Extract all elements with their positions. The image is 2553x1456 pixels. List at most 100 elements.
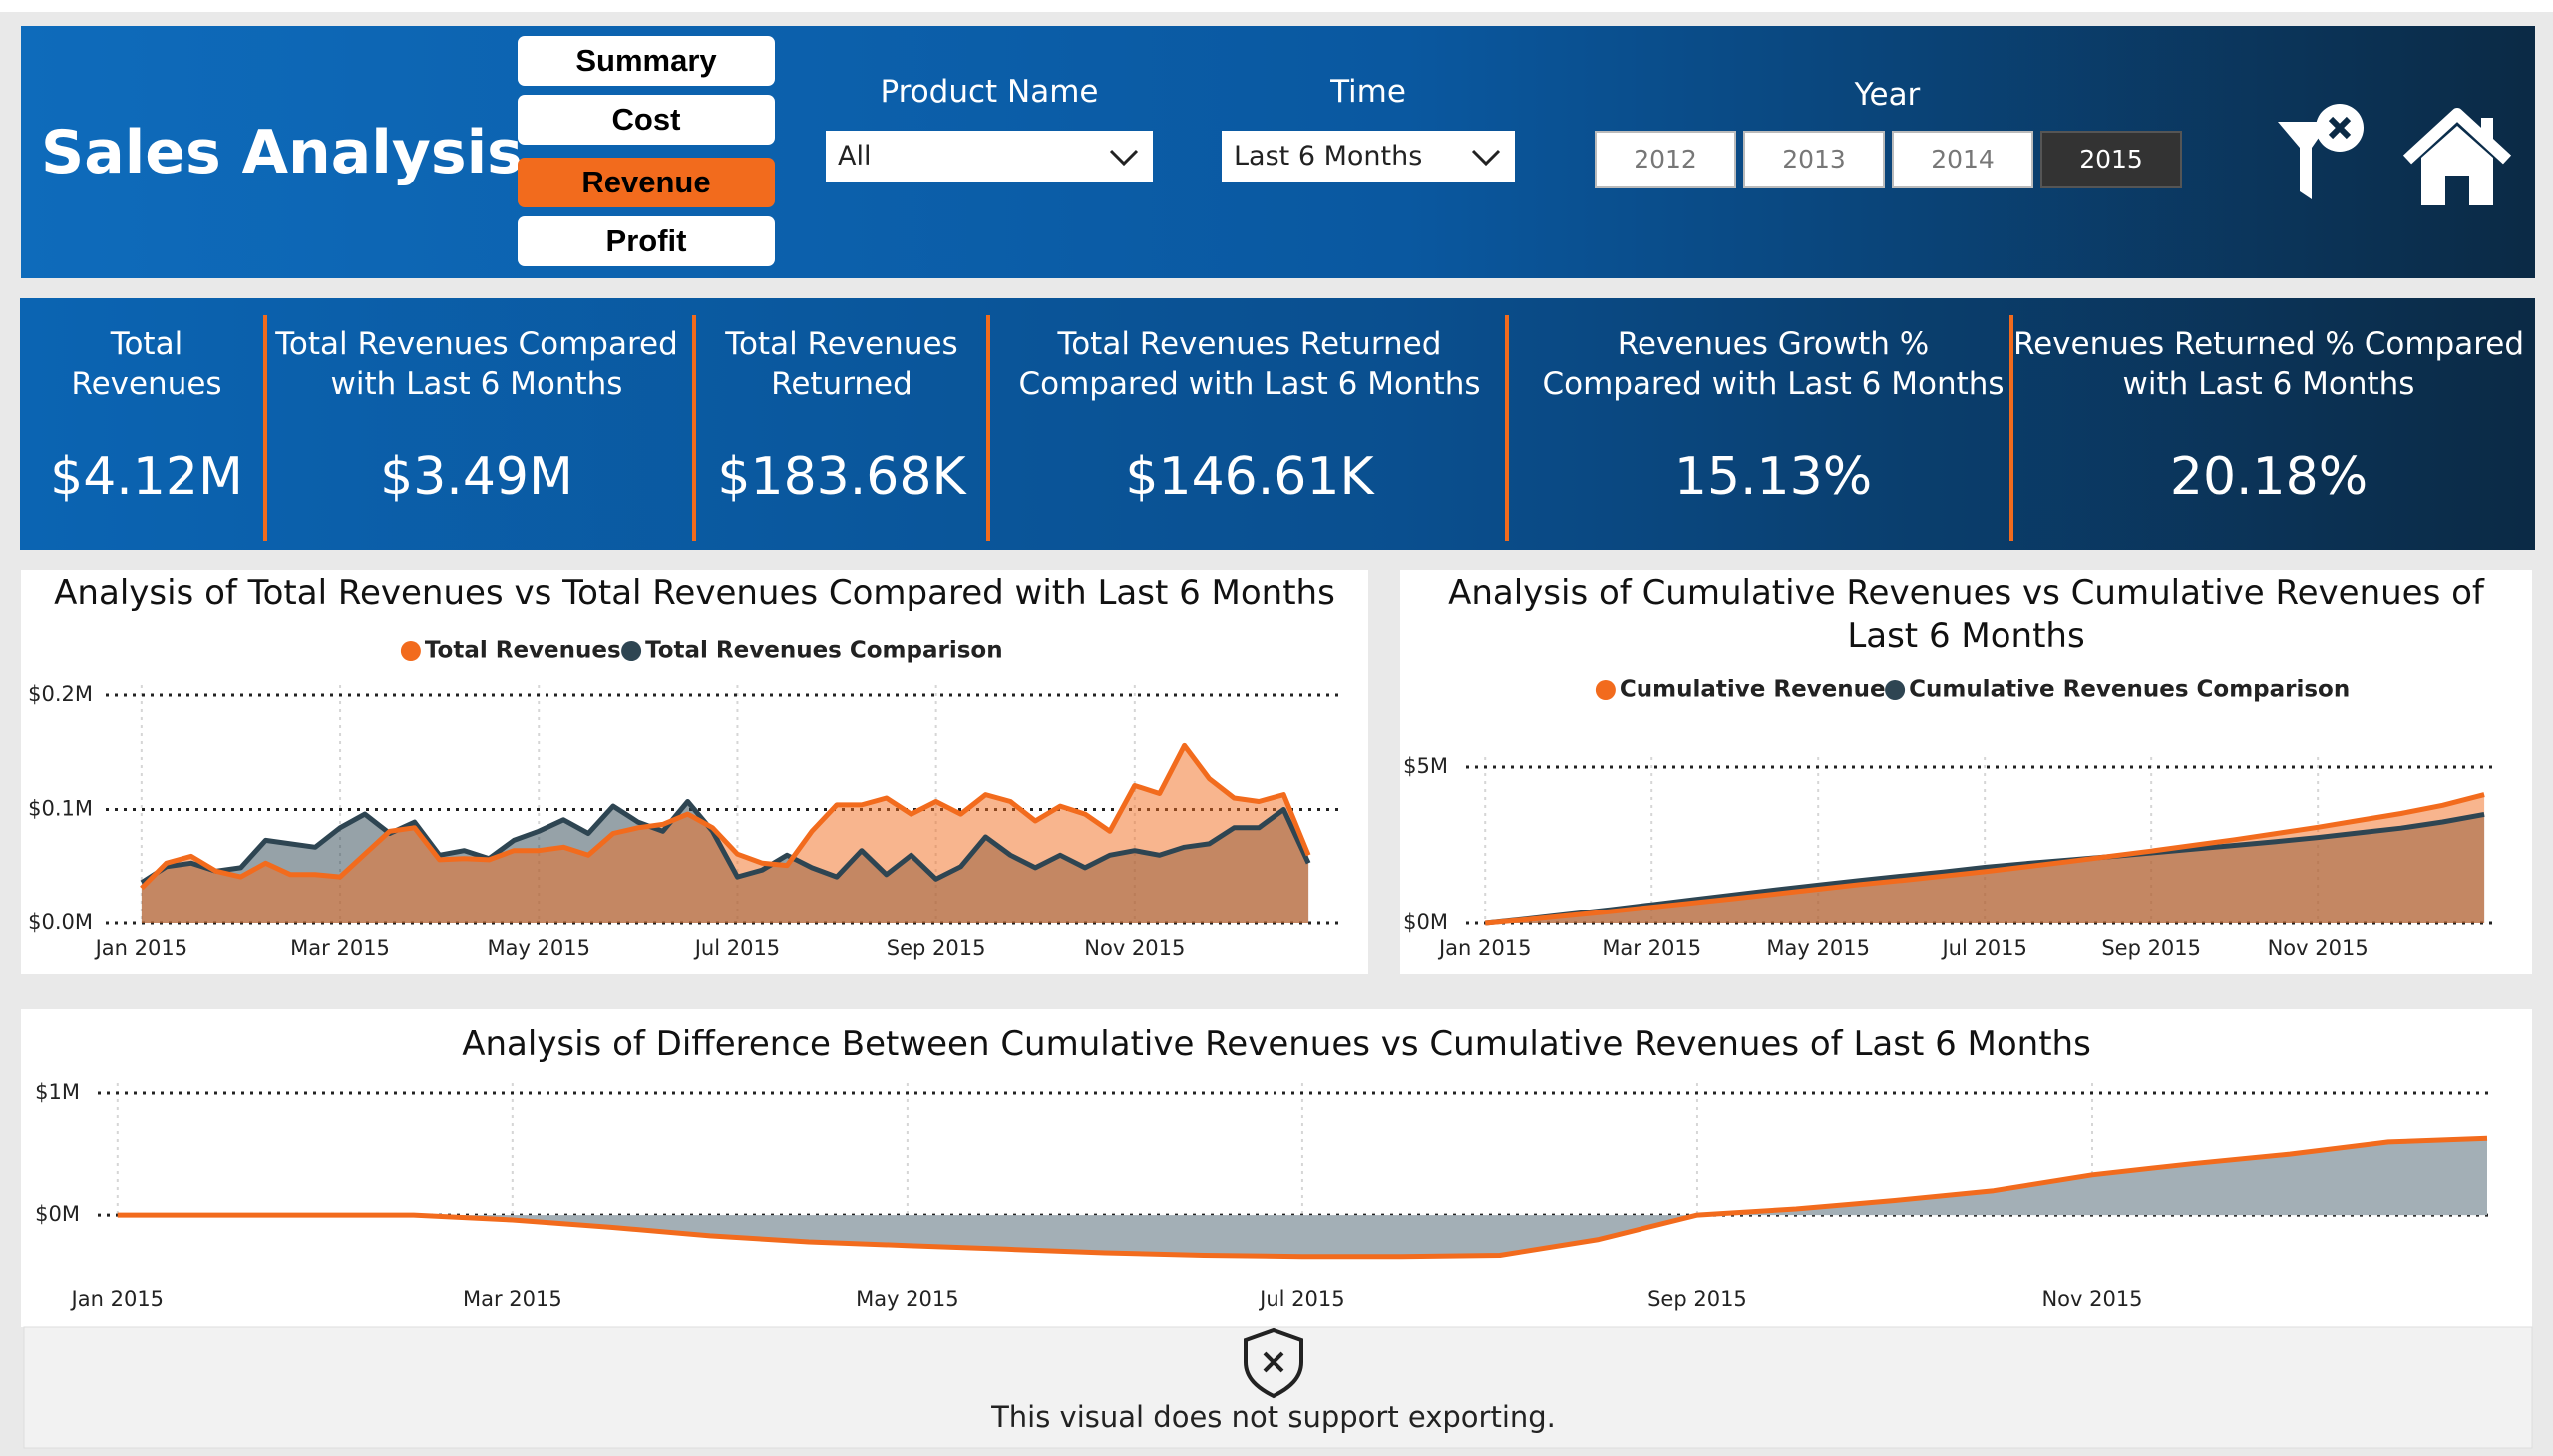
kpi-label-line: Total Revenues Compared (275, 326, 678, 362)
chart-title: Analysis of Total Revenues vs Total Reve… (54, 573, 1335, 613)
legend-marker (1885, 680, 1906, 700)
nav-button[interactable]: Profit (518, 216, 775, 266)
nav-button[interactable]: Revenue (518, 158, 775, 207)
kpi-separator (263, 315, 267, 541)
kpi-value: $146.61K (1125, 447, 1374, 507)
chevron (1109, 149, 1139, 167)
chart-title: Analysis of Cumulative Revenues vs Cumul… (1448, 573, 2484, 656)
x-tick-label: Nov 2015 (2041, 1287, 2142, 1311)
area-fill (141, 745, 1309, 923)
legend-label: Total Revenues Comparison (645, 638, 1003, 664)
y-tick-label: $0M (35, 1202, 80, 1226)
x-tick-label: Nov 2015 (2268, 936, 2369, 960)
top-strip (0, 0, 2553, 12)
series-line (117, 1135, 2488, 1260)
kpi-label-line: Revenues Returned % Compared (2012, 326, 2525, 362)
chart-title: Analysis of Difference Between Cumulativ… (462, 1024, 2091, 1064)
x-tick-label: May 2015 (1766, 936, 1870, 960)
filter-label: Time (1330, 74, 1406, 110)
y-tick-label: $5M (1403, 754, 1448, 778)
x-tick-label: Jan 2015 (1437, 936, 1532, 960)
y-tick-label: $0M (1403, 910, 1448, 934)
legend-label: Cumulative Revenues Comparison (1909, 677, 2350, 703)
year-button[interactable]: 2015 (2040, 131, 2182, 188)
legend-marker (621, 641, 642, 661)
filter-label: Product Name (880, 74, 1099, 110)
y-tick-label: $1M (35, 1080, 80, 1104)
legend-marker (1595, 680, 1616, 700)
kpi-label: Total Revenues (71, 324, 221, 404)
series-line (140, 742, 1311, 891)
x-tick-label: Sep 2015 (2101, 936, 2201, 960)
y-tick-label: $0.1M (28, 797, 93, 821)
year-button[interactable]: 2012 (1595, 131, 1736, 188)
kpi-label-line: Total (110, 326, 183, 362)
kpi-value: $4.12M (50, 447, 243, 507)
series-line (140, 799, 1311, 885)
kpi-label-line: Total Revenues Returned (1057, 326, 1442, 362)
kpi-value: $183.68K (717, 447, 966, 507)
legend-marker (400, 641, 421, 661)
nav-button[interactable]: Cost (518, 95, 775, 145)
home-icon[interactable] (2401, 108, 2513, 207)
kpi-value: $3.49M (380, 447, 573, 507)
year-button[interactable]: 2014 (1892, 131, 2033, 188)
shield-icon (1244, 1327, 1303, 1399)
kpi-label: Revenues Returned % Compared with Last 6 … (2013, 324, 2524, 404)
nav-button[interactable]: Summary (518, 36, 775, 86)
year-label: Year (1854, 77, 1921, 113)
kpi-label: Total Revenues Compared with Last 6 Month… (275, 324, 678, 404)
dropdown[interactable]: Last 6 Months (1222, 131, 1515, 182)
kpi-label: Revenues Growth % Compared with Last 6 Mo… (1542, 324, 2004, 404)
kpi-label: Total Revenues Returned Compared with Las… (1018, 324, 1480, 404)
notice-panel (23, 1326, 2533, 1449)
x-tick-label: Mar 2015 (290, 936, 390, 960)
x-tick-label: Jul 2015 (693, 936, 780, 960)
x-tick-label: Sep 2015 (887, 936, 986, 960)
dropdown-value: All (838, 141, 872, 172)
legend-label: Total Revenues (425, 638, 621, 664)
chevron (1471, 149, 1501, 167)
x-tick-label: Mar 2015 (463, 1287, 562, 1311)
clear-filter-icon[interactable] (2274, 100, 2373, 209)
kpi-label-line: Revenues Growth % (1617, 326, 1930, 362)
kpi-label-line: Revenues (71, 366, 222, 402)
series-line (1484, 792, 2485, 926)
x-tick-label: May 2015 (856, 1287, 959, 1311)
x-tick-label: Nov 2015 (1084, 936, 1185, 960)
kpi-label-line: Returned (771, 366, 912, 402)
kpi-value: 20.18% (2169, 447, 2369, 507)
kpi-label-line: Total Revenues (725, 326, 958, 362)
x-tick-label: Mar 2015 (1602, 936, 1701, 960)
kpi-separator (2009, 315, 2013, 541)
dashboard-title: Sales Analysis (41, 118, 523, 187)
kpi-label-line: with Last 6 Months (330, 366, 623, 402)
kpi-separator (1505, 315, 1509, 541)
x-tick-label: Jul 2015 (1258, 1287, 1344, 1311)
kpi-value: 15.13% (1673, 447, 1873, 507)
x-tick-label: Jan 2015 (70, 1287, 165, 1311)
area-fill (1485, 794, 2485, 923)
kpi-band (20, 298, 2535, 550)
dropdown-value: Last 6 Months (1234, 141, 1423, 172)
notice-text: This visual does not support exporting. (990, 1400, 1556, 1434)
year-button[interactable]: 2013 (1743, 131, 1885, 188)
kpi-label-line: Compared with Last 6 Months (1542, 366, 2005, 402)
x-tick-label: May 2015 (487, 936, 590, 960)
x-tick-label: Jan 2015 (94, 936, 188, 960)
kpi-label-line: with Last 6 Months (2122, 366, 2415, 402)
dropdown[interactable]: All (826, 131, 1153, 182)
x-tick-label: Sep 2015 (1647, 1287, 1747, 1311)
kpi-label-line: Compared with Last 6 Months (1018, 366, 1481, 402)
legend-label: Cumulative Revenues (1620, 677, 1899, 703)
kpi-separator (986, 315, 990, 541)
y-tick-label: $0.2M (28, 682, 93, 706)
panel (21, 1009, 2532, 1327)
area-fill (117, 1138, 2487, 1257)
x-tick-label: Jul 2015 (1940, 936, 2026, 960)
y-tick-label: $0.0M (28, 910, 93, 934)
kpi-separator (692, 315, 696, 541)
kpi-label: Total Revenues Returned (725, 324, 957, 404)
